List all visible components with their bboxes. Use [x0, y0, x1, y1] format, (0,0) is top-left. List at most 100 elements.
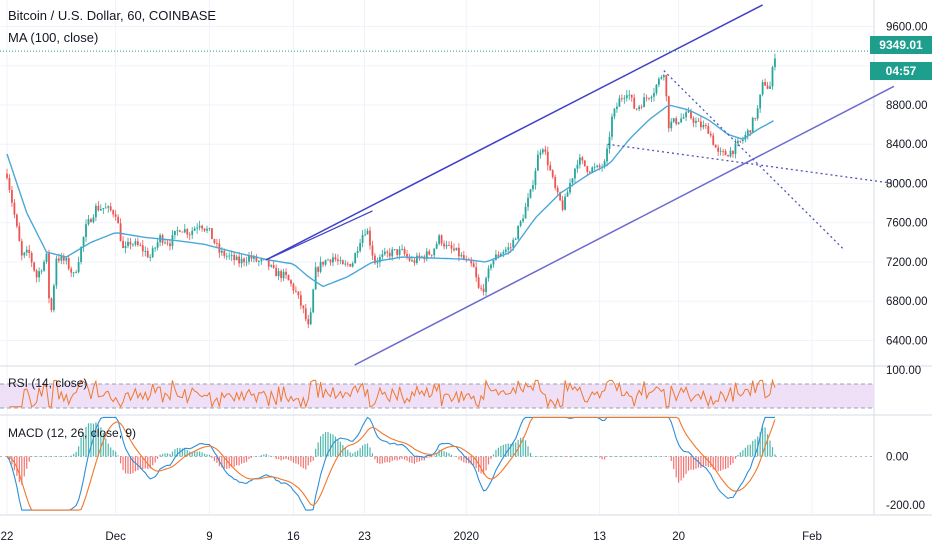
candle-body [104, 207, 107, 209]
candle-body [519, 221, 522, 226]
macd-histogram-bar [611, 456, 613, 457]
candle-body [127, 241, 129, 246]
macd-histogram-bar [260, 455, 262, 457]
macd-histogram-bar [379, 456, 381, 464]
candle-body [206, 228, 208, 231]
macd-histogram-bar [36, 456, 38, 457]
symbol-title[interactable]: Bitcoin / U.S. Dollar, 60, COINBASE [8, 8, 217, 23]
macd-histogram-bar [680, 456, 682, 481]
macd-histogram-bar [127, 456, 129, 474]
candle-body [504, 249, 507, 253]
candle-body [537, 154, 539, 171]
macd-histogram-bar [334, 436, 337, 457]
candle-body [754, 117, 757, 119]
candle-body [201, 225, 203, 229]
macd-histogram-bar [322, 433, 324, 457]
ma-legend[interactable]: MA (100, close) [8, 30, 99, 45]
macd-histogram-bar [58, 456, 60, 457]
macd-histogram-bar [112, 450, 114, 457]
macd-histogram-bar [282, 456, 285, 460]
candle-body [443, 243, 445, 247]
candle-body [11, 190, 13, 203]
candle-body [245, 261, 248, 263]
candle-body [277, 271, 280, 277]
candle-body [425, 251, 428, 260]
macd-histogram-bar [236, 456, 238, 466]
candle-body [388, 252, 391, 257]
macd-histogram-bar [436, 453, 438, 457]
macd-signal-line [6, 416, 776, 511]
macd-histogram-bar [576, 456, 579, 457]
candle-body [18, 226, 21, 242]
macd-histogram-bar [265, 453, 267, 457]
macd-histogram-bar [564, 456, 566, 457]
macd-histogram-bar [315, 448, 317, 457]
macd-histogram-bar [399, 456, 401, 460]
candle-body [625, 95, 628, 99]
macd-histogram-bar [376, 456, 378, 464]
macd-histogram-bar [411, 456, 413, 463]
candle-body [134, 241, 137, 245]
macd-histogram-bar [552, 456, 554, 457]
candle-body [324, 260, 327, 265]
macd-histogram-bar [110, 447, 112, 457]
candle-body [729, 150, 732, 157]
macd-histogram-bar [618, 456, 620, 457]
macd-histogram-bar [579, 456, 581, 457]
macd-histogram-bar [166, 453, 169, 457]
trendline-channel-lower [354, 85, 895, 366]
macd-histogram-bar [310, 456, 312, 463]
macd-histogram-bar [258, 455, 260, 457]
candle-body [517, 225, 520, 239]
macd-histogram-bar [16, 456, 18, 476]
macd-histogram-bar [522, 437, 524, 457]
candle-body [136, 241, 139, 245]
macd-histogram-bar [710, 456, 712, 468]
macd-histogram-bar [223, 456, 225, 469]
candle-body [344, 263, 347, 265]
macd-histogram-bar [171, 451, 174, 457]
time-axis[interactable]: 22 Dec 9 16 23 2020 13 20 Feb [1, 531, 822, 543]
candle-body [240, 258, 243, 264]
candle-body [430, 254, 433, 256]
candle-body [339, 260, 342, 262]
candle-body [766, 85, 769, 89]
macd-histogram-bar [510, 443, 512, 457]
candle-body [564, 196, 566, 210]
candle-body [556, 187, 559, 193]
macd-histogram-bar [485, 456, 487, 471]
candle-body [413, 260, 416, 263]
candle-body [329, 259, 332, 263]
macd-histogram-bar [445, 452, 448, 457]
macd-histogram-bar [65, 456, 67, 457]
candle-body [638, 106, 641, 110]
candle-body [660, 77, 663, 79]
candle-body [732, 150, 734, 155]
macd-histogram-bar [769, 440, 771, 457]
candle-body [418, 255, 421, 258]
macd-histogram-bar [199, 451, 201, 457]
candle-body [67, 258, 70, 269]
trendline-channel-upper [265, 4, 763, 261]
candle-body [650, 96, 653, 99]
candle-body [270, 265, 273, 267]
candle-body [193, 228, 196, 231]
candle-body [408, 256, 411, 261]
candle-body [213, 239, 216, 244]
macd-histogram-bar [97, 424, 99, 457]
macd-histogram-bar [339, 441, 341, 457]
macd-histogram-bar [687, 456, 690, 471]
rsi-legend[interactable]: RSI (14, close) [8, 376, 88, 390]
macd-histogram-bar [720, 456, 722, 471]
candle-body [28, 249, 31, 254]
macd-legend[interactable]: MACD (12, 26, close, 9) [8, 426, 137, 440]
macd-histogram-bar [45, 456, 48, 457]
macd-histogram-bar [152, 456, 154, 466]
candle-body [734, 143, 737, 155]
trendline-dotted-down [663, 70, 846, 251]
candle-body [8, 178, 11, 191]
candle-body [687, 110, 690, 113]
price-axis[interactable]: 9600.00 8800.00 8400.00 8000.00 7600.00 7200.… [886, 21, 928, 512]
macd-histogram-bar [8, 456, 11, 460]
